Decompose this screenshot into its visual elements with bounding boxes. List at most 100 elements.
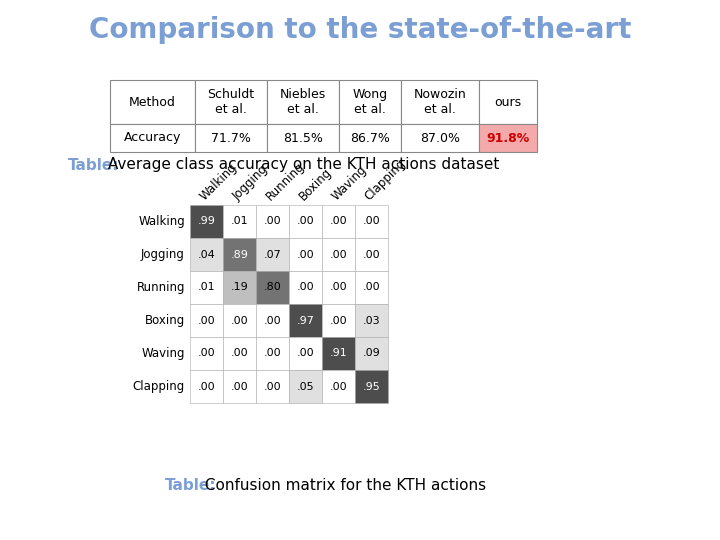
Bar bbox=[289, 271, 322, 304]
Text: Average class accuracy on the KTH actions dataset: Average class accuracy on the KTH action… bbox=[103, 158, 500, 172]
Text: .00: .00 bbox=[363, 249, 380, 260]
Text: .00: .00 bbox=[198, 381, 215, 391]
Text: .01: .01 bbox=[198, 282, 215, 293]
Bar bbox=[256, 271, 289, 304]
Bar bbox=[289, 238, 322, 271]
Bar bbox=[190, 337, 223, 370]
Text: .00: .00 bbox=[330, 381, 347, 391]
Text: .03: .03 bbox=[363, 315, 380, 326]
Text: Waving: Waving bbox=[329, 163, 369, 203]
Bar bbox=[322, 205, 355, 238]
Text: Confusion matrix for the KTH actions: Confusion matrix for the KTH actions bbox=[200, 477, 486, 492]
Bar bbox=[223, 238, 256, 271]
Text: .07: .07 bbox=[264, 249, 282, 260]
Bar bbox=[256, 205, 289, 238]
Text: .00: .00 bbox=[363, 217, 380, 226]
Text: Running: Running bbox=[137, 281, 185, 294]
Text: .00: .00 bbox=[198, 315, 215, 326]
Text: .05: .05 bbox=[297, 381, 315, 391]
Bar bbox=[223, 205, 256, 238]
Bar bbox=[322, 238, 355, 271]
Text: Wong
et al.: Wong et al. bbox=[352, 88, 387, 116]
Bar bbox=[256, 304, 289, 337]
Text: .80: .80 bbox=[264, 282, 282, 293]
Text: .04: .04 bbox=[197, 249, 215, 260]
Text: 87.0%: 87.0% bbox=[420, 132, 460, 145]
Bar bbox=[223, 337, 256, 370]
Bar bbox=[322, 271, 355, 304]
Bar bbox=[401, 80, 479, 124]
Text: .95: .95 bbox=[363, 381, 380, 391]
Text: Walking: Walking bbox=[197, 161, 240, 203]
Bar bbox=[289, 337, 322, 370]
Bar bbox=[110, 80, 195, 124]
Text: Schuldt
et al.: Schuldt et al. bbox=[207, 88, 255, 116]
Text: 71.7%: 71.7% bbox=[211, 132, 251, 145]
Bar bbox=[195, 80, 267, 124]
Bar bbox=[355, 205, 388, 238]
Text: .00: .00 bbox=[297, 282, 315, 293]
Bar bbox=[339, 124, 401, 152]
Bar bbox=[190, 205, 223, 238]
Text: Table:: Table: bbox=[165, 477, 217, 492]
Text: .00: .00 bbox=[330, 282, 347, 293]
Bar bbox=[339, 80, 401, 124]
Bar bbox=[195, 124, 267, 152]
Text: 91.8%: 91.8% bbox=[487, 132, 530, 145]
Bar bbox=[355, 370, 388, 403]
Bar bbox=[322, 370, 355, 403]
Bar bbox=[190, 271, 223, 304]
Text: .01: .01 bbox=[230, 217, 248, 226]
Text: .00: .00 bbox=[363, 282, 380, 293]
Text: Walking: Walking bbox=[138, 215, 185, 228]
Text: .00: .00 bbox=[264, 315, 282, 326]
Bar bbox=[267, 124, 339, 152]
Text: .00: .00 bbox=[264, 217, 282, 226]
Bar bbox=[479, 80, 537, 124]
Text: Method: Method bbox=[129, 96, 176, 109]
Text: .00: .00 bbox=[297, 249, 315, 260]
Text: .19: .19 bbox=[230, 282, 248, 293]
Text: Clapping: Clapping bbox=[132, 380, 185, 393]
Text: .00: .00 bbox=[230, 315, 248, 326]
Text: .00: .00 bbox=[230, 381, 248, 391]
Bar bbox=[190, 370, 223, 403]
Text: .00: .00 bbox=[264, 381, 282, 391]
Text: .00: .00 bbox=[330, 249, 347, 260]
Text: .97: .97 bbox=[297, 315, 315, 326]
Text: Waving: Waving bbox=[142, 347, 185, 360]
Text: .00: .00 bbox=[297, 217, 315, 226]
Text: 81.5%: 81.5% bbox=[283, 132, 323, 145]
Text: Niebles
et al.: Niebles et al. bbox=[280, 88, 326, 116]
Bar bbox=[223, 304, 256, 337]
Text: Boxing: Boxing bbox=[297, 165, 334, 203]
Text: Accuracy: Accuracy bbox=[124, 132, 181, 145]
Text: .00: .00 bbox=[264, 348, 282, 359]
Bar bbox=[322, 304, 355, 337]
Text: .09: .09 bbox=[363, 348, 380, 359]
Bar bbox=[355, 271, 388, 304]
Text: Nowozin
et al.: Nowozin et al. bbox=[413, 88, 467, 116]
Bar bbox=[256, 238, 289, 271]
Bar bbox=[289, 205, 322, 238]
Bar bbox=[355, 337, 388, 370]
Bar bbox=[190, 304, 223, 337]
Bar bbox=[256, 370, 289, 403]
Bar bbox=[322, 337, 355, 370]
Text: Running: Running bbox=[264, 159, 307, 203]
Text: .00: .00 bbox=[330, 217, 347, 226]
Bar bbox=[267, 80, 339, 124]
Bar bbox=[256, 337, 289, 370]
Text: Jogging: Jogging bbox=[230, 163, 271, 203]
Bar bbox=[479, 124, 537, 152]
Bar bbox=[355, 238, 388, 271]
Text: Clapping: Clapping bbox=[362, 157, 408, 203]
Text: 86.7%: 86.7% bbox=[350, 132, 390, 145]
Bar bbox=[355, 304, 388, 337]
Bar bbox=[223, 271, 256, 304]
Bar bbox=[223, 370, 256, 403]
Text: ours: ours bbox=[495, 96, 521, 109]
Text: .00: .00 bbox=[330, 315, 347, 326]
Bar bbox=[289, 370, 322, 403]
Text: .00: .00 bbox=[230, 348, 248, 359]
